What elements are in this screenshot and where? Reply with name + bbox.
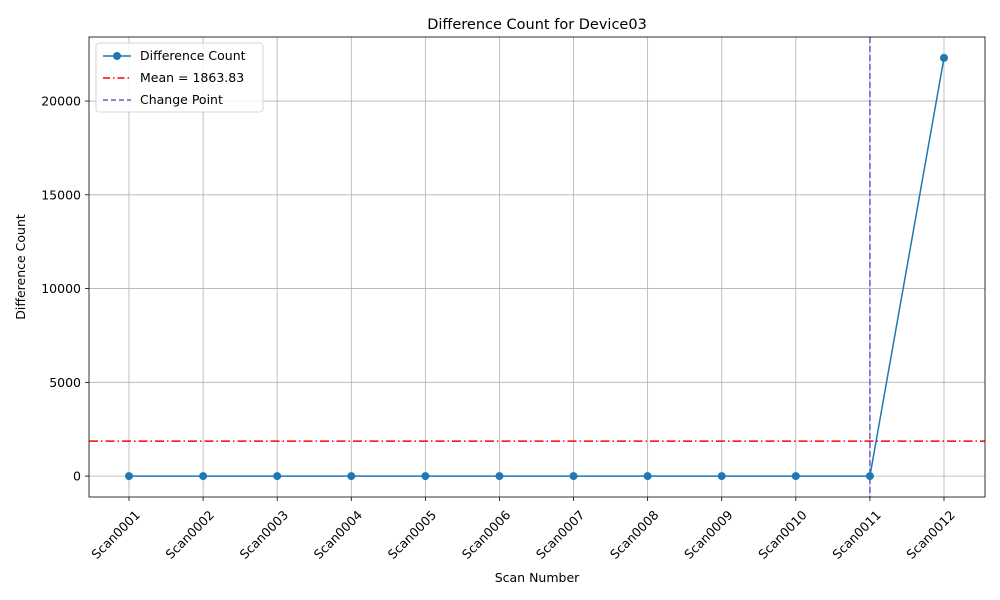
data-point [125, 472, 133, 481]
x-tick-label: Scan0001 [88, 507, 143, 562]
data-point [717, 472, 726, 481]
data-point [347, 472, 356, 481]
x-tick-label: Scan0012 [903, 507, 958, 562]
legend-series-label: Difference Count [140, 48, 246, 63]
data-point [273, 472, 282, 481]
x-ticks: Scan0001 Scan0002 Scan0003 Scan0004 Scan0005… [88, 497, 958, 562]
x-tick-label: Scan0004 [311, 507, 366, 562]
x-axis-label: Scan Number [495, 570, 580, 585]
x-tick-label: Scan0010 [755, 507, 810, 562]
legend-series-marker [113, 52, 121, 60]
series-layer [125, 53, 948, 481]
legend-box [95, 42, 264, 113]
data-point [421, 472, 430, 481]
x-tick-label: Scan0008 [607, 507, 662, 562]
x-tick-label: Scan0011 [829, 507, 884, 562]
x-tick-label: Scan0003 [236, 507, 291, 562]
chart-title: Difference Count for Device03 [427, 17, 647, 33]
data-point [199, 472, 208, 481]
data-point [865, 472, 874, 481]
x-tick-label: Scan0009 [681, 507, 736, 562]
plot-frame [88, 36, 986, 498]
y-axis-label: Difference Count [13, 214, 28, 320]
x-tick-label: Scan0005 [385, 507, 440, 562]
legend-mean-label: Mean = 1863.83 [140, 70, 244, 85]
data-point [569, 472, 578, 481]
x-tick-label: Scan0007 [533, 507, 588, 562]
y-tick-label: 5000 [49, 375, 81, 390]
data-point [495, 472, 504, 481]
y-ticks: 0 5000 10000 15000 20000 [41, 94, 89, 484]
y-tick-label: 0 [73, 469, 81, 484]
legend: Difference Count Mean = 1863.83 Change P… [95, 42, 264, 113]
data-point [940, 53, 948, 62]
x-tick-label: Scan0002 [162, 507, 217, 562]
x-tick-label: Scan0006 [459, 507, 514, 562]
data-point [643, 472, 652, 481]
y-tick-label: 15000 [41, 187, 81, 202]
data-point [791, 472, 800, 481]
series-line [129, 57, 945, 477]
y-tick-label: 10000 [41, 281, 81, 296]
legend-change-point-label: Change Point [140, 92, 223, 107]
y-tick-label: 20000 [41, 94, 81, 109]
